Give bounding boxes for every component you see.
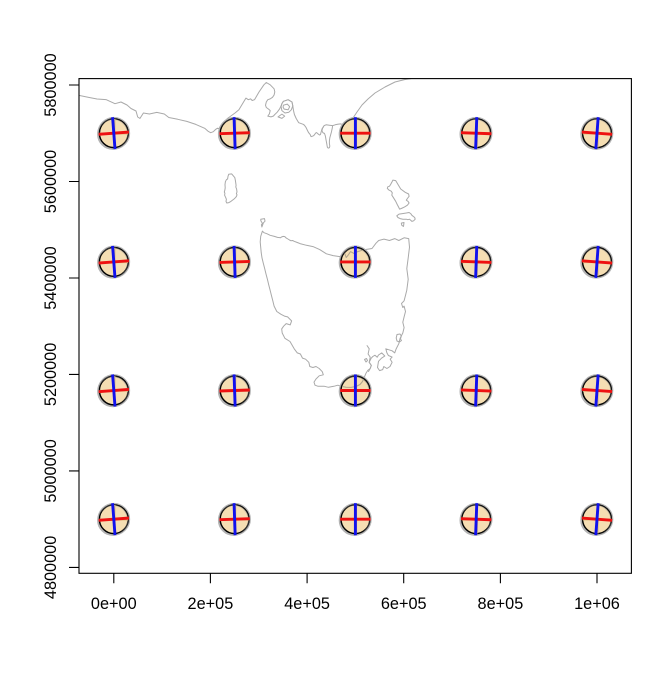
svg-text:4800000: 4800000 (42, 536, 60, 599)
svg-text:5000000: 5000000 (42, 439, 60, 502)
svg-text:8e+05: 8e+05 (478, 595, 524, 613)
svg-text:4e+05: 4e+05 (284, 595, 330, 613)
svg-text:5400000: 5400000 (42, 246, 60, 309)
svg-text:0e+00: 0e+00 (91, 595, 137, 613)
svg-text:5800000: 5800000 (42, 53, 60, 116)
svg-text:1e+06: 1e+06 (574, 595, 620, 613)
svg-text:6e+05: 6e+05 (381, 595, 427, 613)
svg-text:2e+05: 2e+05 (188, 595, 234, 613)
svg-text:5200000: 5200000 (42, 343, 60, 406)
svg-text:5600000: 5600000 (42, 150, 60, 213)
